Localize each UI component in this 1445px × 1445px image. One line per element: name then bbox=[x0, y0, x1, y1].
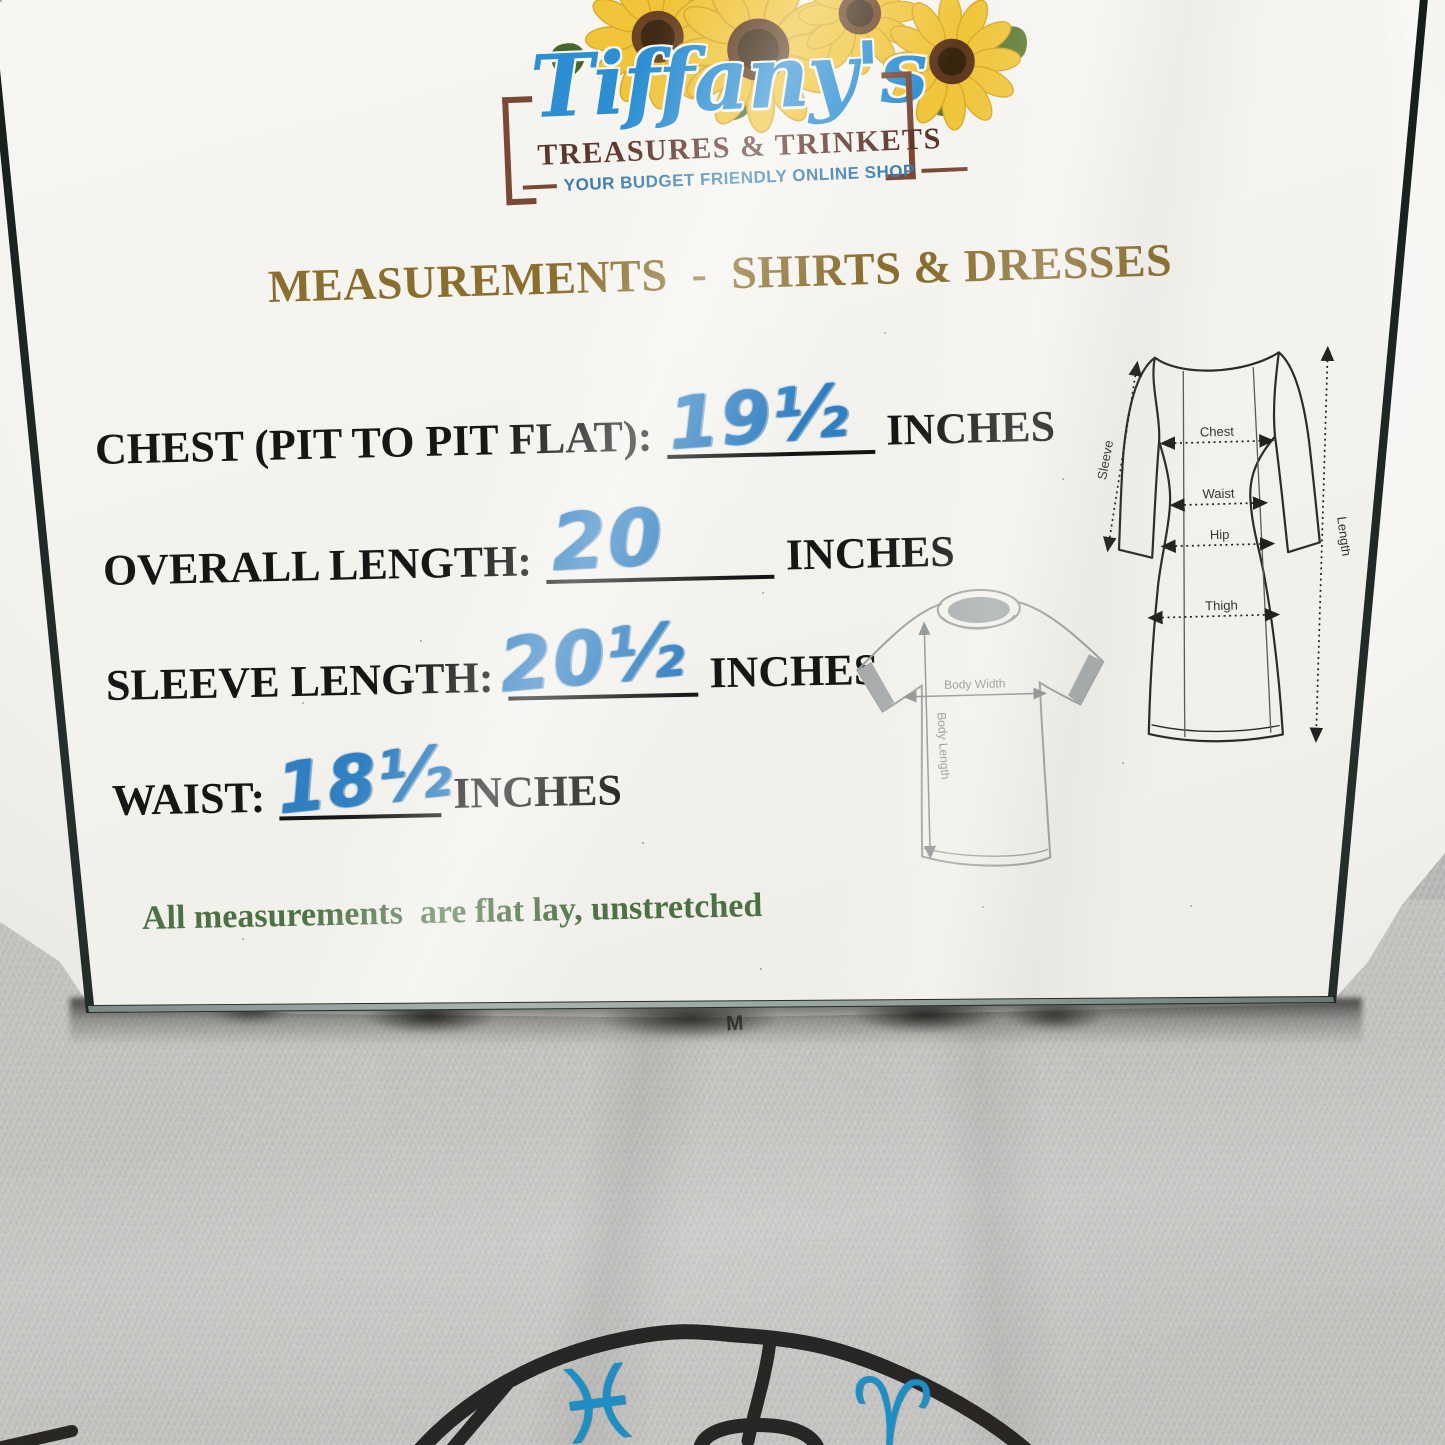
sunflowers-icon bbox=[551, 0, 1027, 134]
thigh-arrow bbox=[1147, 608, 1281, 625]
dress-body bbox=[1147, 435, 1284, 743]
dress-neckline bbox=[1154, 351, 1280, 372]
zodiac-left-mark bbox=[0, 1425, 78, 1445]
tee-collar-fill bbox=[947, 596, 1010, 624]
pisces-symbol: ♓ bbox=[545, 1340, 651, 1445]
paper-specks bbox=[0, 0, 2, 2]
blank-line: 18½ bbox=[273, 729, 457, 830]
row-unit: INCHES bbox=[885, 401, 1056, 455]
aries-symbol: ♈ bbox=[846, 1357, 937, 1445]
row-label: SLEEVE LENGTH: bbox=[105, 652, 494, 710]
tshirt-diagram: Body Width Body Length bbox=[856, 588, 1105, 867]
blank-line: 20½ bbox=[496, 607, 698, 709]
logo: Tiffany's TREASURES & TRINKETS YOUR BUDG… bbox=[493, 0, 1082, 218]
tagline-dash-left-icon bbox=[522, 184, 557, 190]
row-label: OVERALL LENGTH: bbox=[102, 536, 533, 595]
tagline-dash-right-icon bbox=[921, 166, 968, 173]
size-tag-label: M bbox=[725, 1011, 745, 1036]
dress-diagram: Chest Waist Hip Thigh Sleeve Length bbox=[1094, 345, 1354, 743]
tee-hem-line bbox=[923, 847, 1049, 857]
chest-label: Chest bbox=[1200, 424, 1235, 440]
row-unit: INCHES bbox=[785, 526, 956, 580]
handwritten-value: 20 bbox=[549, 492, 667, 589]
brand-name: Tiffany's bbox=[528, 20, 929, 139]
handwritten-value: 20½ bbox=[495, 606, 689, 710]
row-label: WAIST: bbox=[111, 772, 266, 825]
zodiac-outer-arc bbox=[414, 1324, 1032, 1445]
body-length-arrow bbox=[918, 621, 936, 860]
zodiac-inner-arc bbox=[693, 1417, 824, 1445]
measurement-row-waist: WAIST: 18½ INCHES bbox=[111, 729, 623, 830]
dress-seam-right bbox=[1252, 367, 1272, 733]
zodiac-wheel-graphic bbox=[0, 1324, 1032, 1445]
hip-arrow bbox=[1160, 537, 1276, 553]
length-label: Length bbox=[1334, 516, 1354, 557]
dress-hem-line bbox=[1151, 724, 1280, 733]
dress-right-sleeve bbox=[1272, 351, 1321, 554]
row-unit: INCHES bbox=[452, 765, 623, 818]
body-length-label: Body Length bbox=[934, 712, 952, 780]
waist-arrow bbox=[1169, 496, 1269, 512]
dress-seam-left bbox=[1182, 370, 1186, 737]
tee-outline bbox=[856, 600, 1105, 867]
handwritten-value: 18½ bbox=[272, 729, 457, 830]
length-arrow bbox=[1309, 345, 1335, 743]
body-width-label: Body Width bbox=[944, 676, 1006, 692]
handwritten-value: 19½ bbox=[664, 368, 852, 466]
hip-label: Hip bbox=[1210, 527, 1230, 543]
thigh-label: Thigh bbox=[1205, 598, 1238, 614]
dress-left-sleeve bbox=[1117, 356, 1161, 559]
sunflower-1 bbox=[584, 0, 731, 110]
sunflower-2 bbox=[674, 0, 843, 134]
tee-collar-outline bbox=[936, 588, 1021, 630]
sunflower-4 bbox=[882, 0, 1022, 132]
tee-collar-band bbox=[942, 614, 1016, 630]
chest-arrow bbox=[1159, 434, 1275, 450]
sunflower-3 bbox=[797, 0, 923, 76]
zodiac-divider-left bbox=[446, 1376, 515, 1445]
sleeve-label: Sleeve bbox=[1094, 439, 1116, 481]
tee-cuffs bbox=[857, 654, 1104, 712]
waist-label: Waist bbox=[1202, 486, 1235, 502]
